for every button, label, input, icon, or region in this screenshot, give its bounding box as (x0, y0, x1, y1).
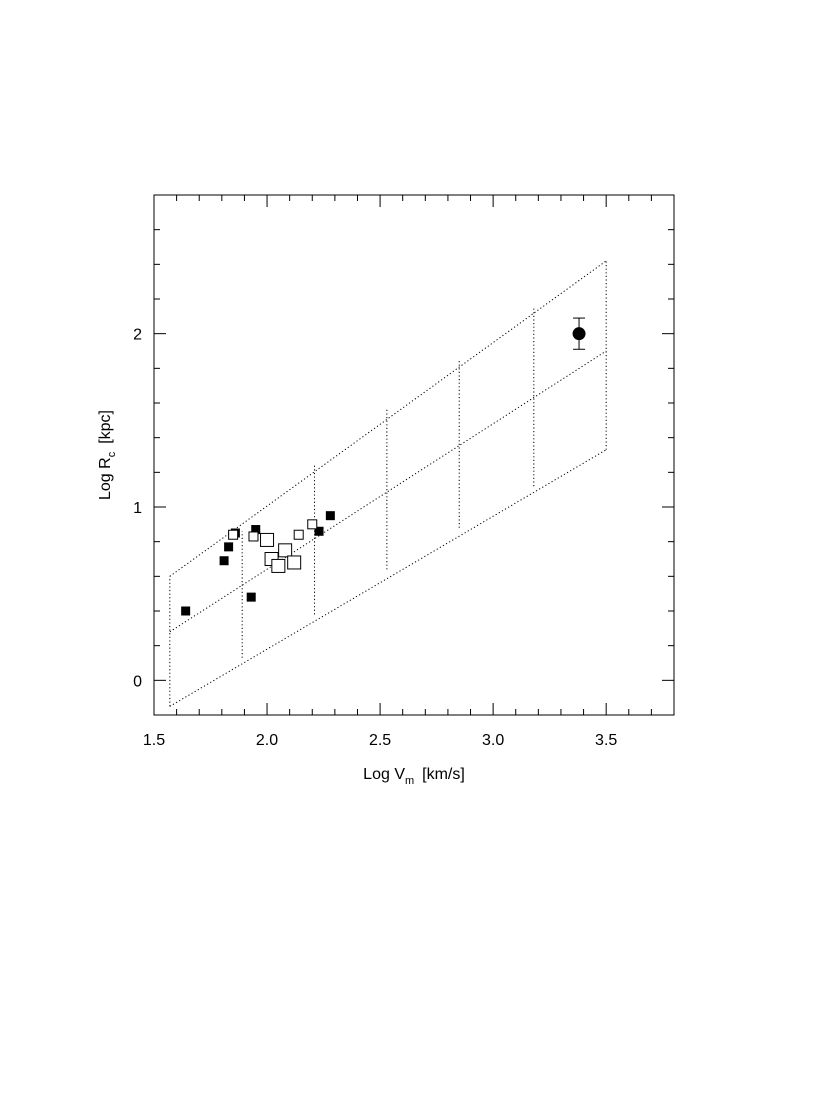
x-tick-label: 3.0 (482, 732, 504, 749)
tick-labels: 1.5 2.0 2.5 3.0 3.5 0 1 2 (133, 327, 617, 749)
filled-circle-point (572, 327, 586, 341)
filled-square-point (246, 592, 256, 602)
x-axis-label: Log Vm [km/s] (363, 766, 465, 787)
x-axis-label-unit: [km/s] (422, 766, 465, 783)
x-tick-label: 2.0 (256, 732, 278, 749)
filled-square-point (224, 542, 234, 552)
x-tick-label: 3.5 (595, 732, 617, 749)
open-square-point (248, 531, 259, 542)
filled-square-point (325, 511, 335, 521)
open-square-point (260, 532, 275, 547)
data-points (181, 317, 586, 616)
axis-ticks (153, 194, 675, 716)
x-axis-label-main: Log V (363, 766, 405, 783)
y-tick-label: 1 (133, 500, 142, 517)
model-grid-line (169, 449, 607, 707)
x-tick-label: 2.5 (369, 732, 391, 749)
x-tick-label: 1.5 (143, 732, 165, 749)
filled-square-point (181, 606, 191, 616)
model-grid (169, 260, 607, 707)
open-square-point (287, 555, 302, 570)
y-axis-label-sub: c (106, 451, 118, 457)
open-square-point (228, 529, 239, 540)
model-grid-line (169, 350, 607, 633)
filled-square-point (251, 525, 261, 535)
open-square-point (271, 558, 286, 573)
plot-frame (153, 194, 675, 716)
filled-square-point (219, 556, 229, 566)
open-square-point (293, 529, 304, 540)
open-square-point (278, 543, 293, 558)
y-tick-label: 2 (133, 327, 142, 344)
y-tick-label: 0 (133, 673, 142, 690)
y-axis-label-main: Log R (97, 457, 114, 500)
filled-square-point (314, 526, 324, 536)
open-square-point (307, 519, 318, 530)
y-axis-label-unit: [kpc] (97, 410, 114, 444)
y-axis-label: Log Rc [kpc] (97, 410, 118, 500)
x-axis-label-sub: m (405, 775, 414, 787)
